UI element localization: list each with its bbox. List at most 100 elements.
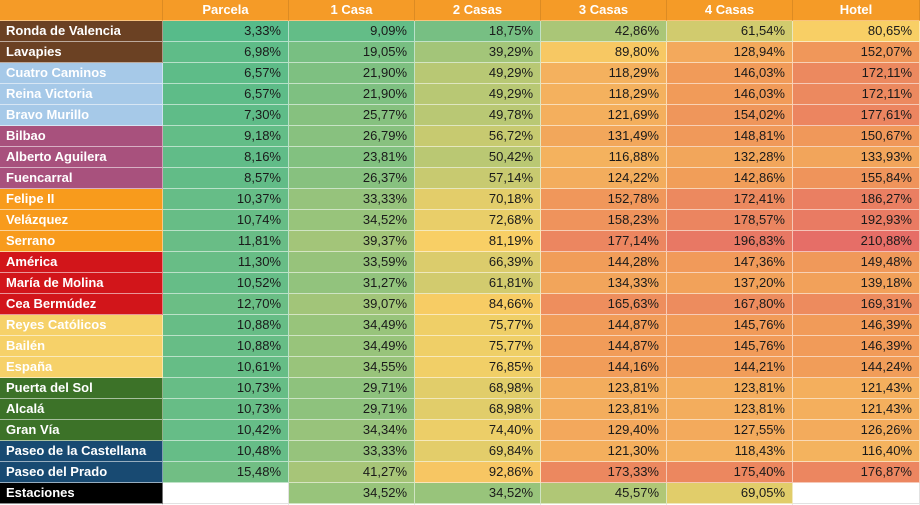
value-cell[interactable]: 144,87% — [541, 336, 667, 357]
value-cell[interactable]: 80,65% — [793, 21, 920, 42]
value-cell[interactable]: 49,29% — [415, 63, 541, 84]
value-cell[interactable]: 116,40% — [793, 441, 920, 462]
row-label-cell[interactable]: Fuencarral — [0, 168, 163, 189]
value-cell[interactable]: 56,72% — [415, 126, 541, 147]
header-cell-3-casas[interactable]: 3 Casas — [541, 0, 667, 21]
value-cell[interactable]: 142,86% — [667, 168, 793, 189]
value-cell[interactable]: 148,81% — [667, 126, 793, 147]
value-cell[interactable]: 39,29% — [415, 42, 541, 63]
row-label-cell[interactable]: Reyes Católicos — [0, 315, 163, 336]
value-cell[interactable]: 12,70% — [163, 294, 289, 315]
value-cell[interactable]: 172,41% — [667, 189, 793, 210]
value-cell[interactable]: 9,18% — [163, 126, 289, 147]
value-cell[interactable]: 26,79% — [289, 126, 415, 147]
value-cell[interactable]: 146,03% — [667, 63, 793, 84]
value-cell[interactable]: 123,81% — [541, 399, 667, 420]
value-cell[interactable]: 29,71% — [289, 378, 415, 399]
empty-value-cell[interactable] — [163, 483, 289, 504]
value-cell[interactable]: 127,55% — [667, 420, 793, 441]
value-cell[interactable]: 121,43% — [793, 399, 920, 420]
value-cell[interactable]: 19,05% — [289, 42, 415, 63]
value-cell[interactable]: 29,71% — [289, 399, 415, 420]
value-cell[interactable]: 41,27% — [289, 462, 415, 483]
value-cell[interactable]: 9,09% — [289, 21, 415, 42]
value-cell[interactable]: 25,77% — [289, 105, 415, 126]
value-cell[interactable]: 169,31% — [793, 294, 920, 315]
value-cell[interactable]: 31,27% — [289, 273, 415, 294]
value-cell[interactable]: 144,21% — [667, 357, 793, 378]
row-label-cell[interactable]: Puerta del Sol — [0, 378, 163, 399]
value-cell[interactable]: 131,49% — [541, 126, 667, 147]
value-cell[interactable]: 172,11% — [793, 84, 920, 105]
value-cell[interactable]: 145,76% — [667, 336, 793, 357]
value-cell[interactable]: 133,93% — [793, 147, 920, 168]
value-cell[interactable]: 70,18% — [415, 189, 541, 210]
value-cell[interactable]: 116,88% — [541, 147, 667, 168]
value-cell[interactable]: 45,57% — [541, 483, 667, 504]
value-cell[interactable]: 72,68% — [415, 210, 541, 231]
value-cell[interactable]: 121,69% — [541, 105, 667, 126]
value-cell[interactable]: 39,37% — [289, 231, 415, 252]
row-label-cell[interactable]: Bilbao — [0, 126, 163, 147]
value-cell[interactable]: 173,33% — [541, 462, 667, 483]
value-cell[interactable]: 69,05% — [667, 483, 793, 504]
value-cell[interactable]: 21,90% — [289, 84, 415, 105]
value-cell[interactable]: 50,42% — [415, 147, 541, 168]
value-cell[interactable]: 34,34% — [289, 420, 415, 441]
header-cell-hotel[interactable]: Hotel — [793, 0, 920, 21]
value-cell[interactable]: 118,29% — [541, 63, 667, 84]
value-cell[interactable]: 6,98% — [163, 42, 289, 63]
row-label-cell[interactable]: Cea Bermúdez — [0, 294, 163, 315]
row-label-cell[interactable]: Bravo Murillo — [0, 105, 163, 126]
value-cell[interactable]: 21,90% — [289, 63, 415, 84]
header-cell-4-casas[interactable]: 4 Casas — [667, 0, 793, 21]
row-label-cell[interactable]: Reina Victoria — [0, 84, 163, 105]
value-cell[interactable]: 146,39% — [793, 315, 920, 336]
row-label-cell[interactable]: América — [0, 252, 163, 273]
value-cell[interactable]: 34,52% — [289, 210, 415, 231]
value-cell[interactable]: 178,57% — [667, 210, 793, 231]
row-label-cell[interactable]: Serrano — [0, 231, 163, 252]
header-cell-1-casa[interactable]: 1 Casa — [289, 0, 415, 21]
value-cell[interactable]: 10,88% — [163, 336, 289, 357]
value-cell[interactable]: 68,98% — [415, 378, 541, 399]
value-cell[interactable]: 66,39% — [415, 252, 541, 273]
value-cell[interactable]: 15,48% — [163, 462, 289, 483]
value-cell[interactable]: 177,61% — [793, 105, 920, 126]
value-cell[interactable]: 34,49% — [289, 315, 415, 336]
value-cell[interactable]: 167,80% — [667, 294, 793, 315]
header-cell-2-casas[interactable]: 2 Casas — [415, 0, 541, 21]
value-cell[interactable]: 192,93% — [793, 210, 920, 231]
value-cell[interactable]: 155,84% — [793, 168, 920, 189]
value-cell[interactable]: 23,81% — [289, 147, 415, 168]
value-cell[interactable]: 10,37% — [163, 189, 289, 210]
value-cell[interactable]: 6,57% — [163, 63, 289, 84]
value-cell[interactable]: 33,33% — [289, 189, 415, 210]
row-label-cell[interactable]: María de Molina — [0, 273, 163, 294]
value-cell[interactable]: 42,86% — [541, 21, 667, 42]
row-label-cell[interactable]: Ronda de Valencia — [0, 21, 163, 42]
row-label-cell[interactable]: Cuatro Caminos — [0, 63, 163, 84]
value-cell[interactable]: 123,81% — [667, 378, 793, 399]
value-cell[interactable]: 144,28% — [541, 252, 667, 273]
value-cell[interactable]: 49,29% — [415, 84, 541, 105]
value-cell[interactable]: 144,16% — [541, 357, 667, 378]
value-cell[interactable]: 172,11% — [793, 63, 920, 84]
value-cell[interactable]: 176,87% — [793, 462, 920, 483]
value-cell[interactable]: 210,88% — [793, 231, 920, 252]
value-cell[interactable]: 149,48% — [793, 252, 920, 273]
row-label-cell[interactable]: Alcalá — [0, 399, 163, 420]
value-cell[interactable]: 33,33% — [289, 441, 415, 462]
value-cell[interactable]: 34,52% — [289, 483, 415, 504]
value-cell[interactable]: 10,48% — [163, 441, 289, 462]
value-cell[interactable]: 10,61% — [163, 357, 289, 378]
row-label-cell[interactable]: Lavapies — [0, 42, 163, 63]
value-cell[interactable]: 121,43% — [793, 378, 920, 399]
value-cell[interactable]: 177,14% — [541, 231, 667, 252]
value-cell[interactable]: 11,81% — [163, 231, 289, 252]
value-cell[interactable]: 152,78% — [541, 189, 667, 210]
row-label-cell[interactable]: Velázquez — [0, 210, 163, 231]
value-cell[interactable]: 150,67% — [793, 126, 920, 147]
value-cell[interactable]: 76,85% — [415, 357, 541, 378]
value-cell[interactable]: 89,80% — [541, 42, 667, 63]
